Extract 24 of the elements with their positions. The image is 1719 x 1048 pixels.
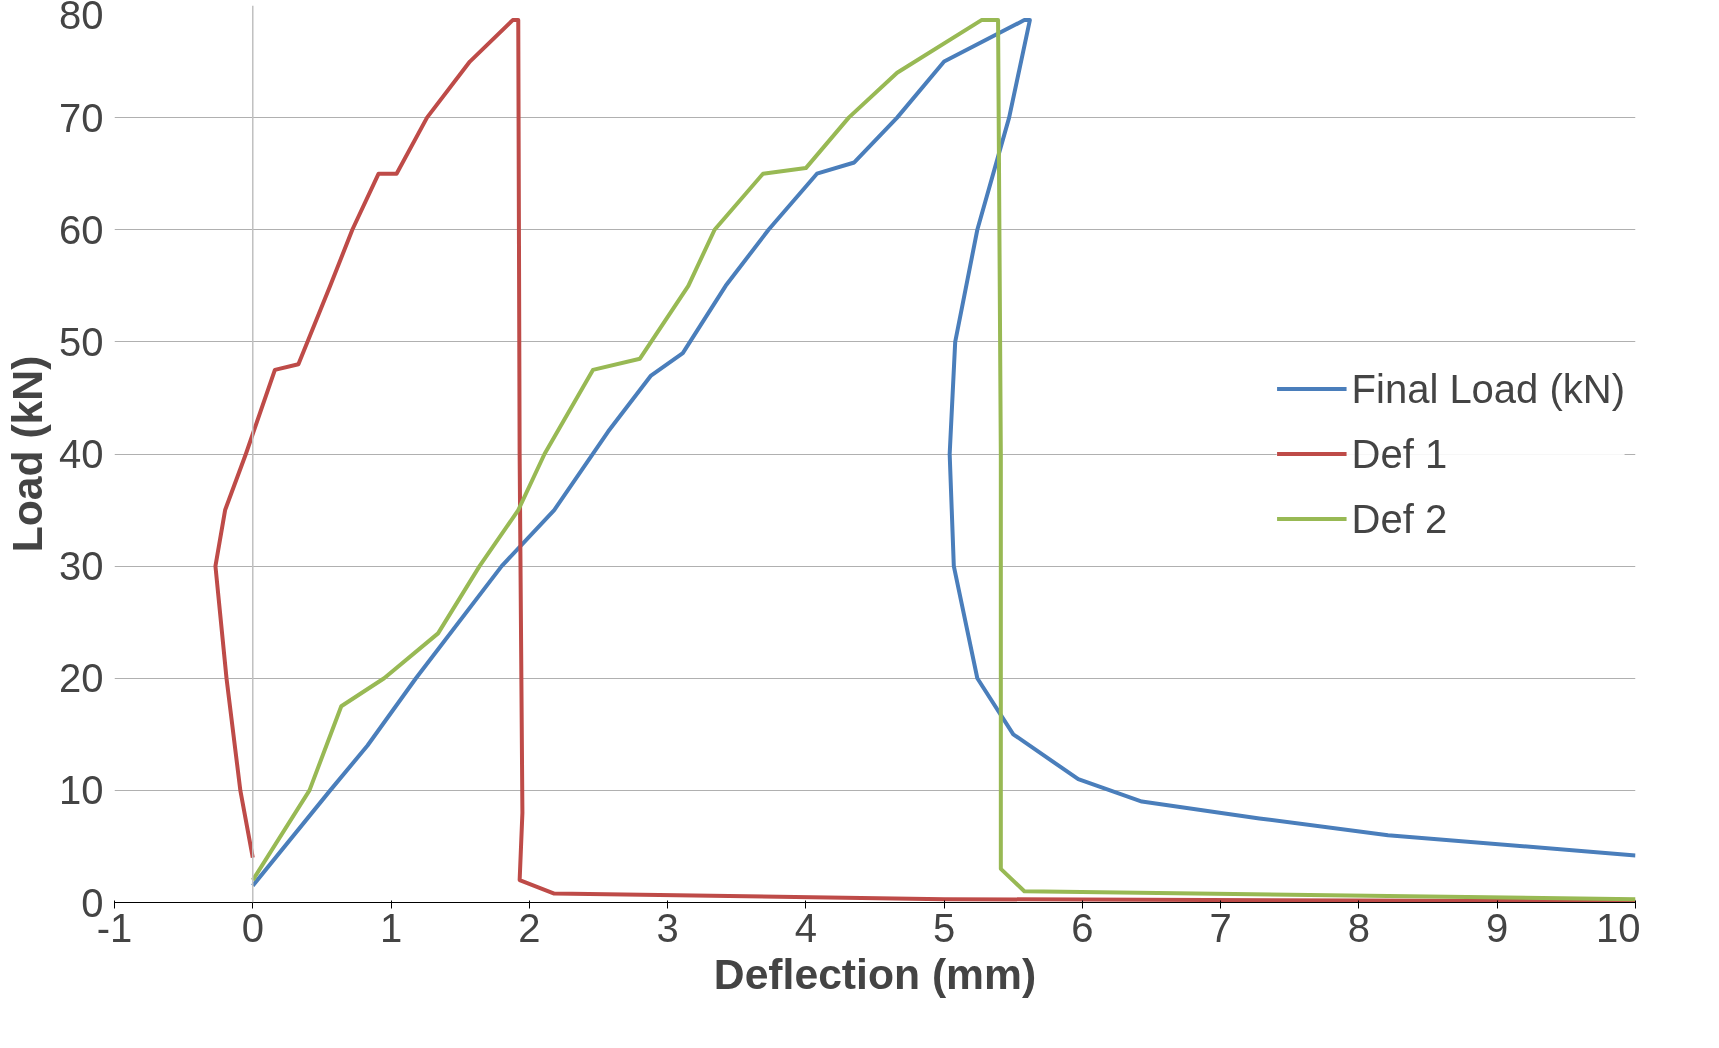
y-tick-label: 50: [59, 319, 104, 364]
y-axis-title: Load (kN): [3, 355, 52, 553]
legend-label: Def 1: [1351, 431, 1448, 476]
y-tick-label: 30: [59, 544, 104, 589]
y-tick-label: 70: [59, 95, 104, 140]
y-tick-label: 40: [59, 432, 104, 476]
legend-label: Final Load (kN): [1351, 366, 1625, 411]
x-tick-label: 1: [379, 905, 403, 950]
y-tick-label: 10: [59, 768, 104, 813]
x-tick-label: 8: [1347, 905, 1371, 950]
x-tick-label: 6: [1071, 905, 1094, 950]
x-tick-label: 0: [241, 905, 264, 950]
x-tick-label: 7: [1209, 905, 1232, 950]
x-tick-label: 2: [518, 905, 541, 950]
x-tick-label: 5: [933, 905, 956, 950]
x-tick-label: 3: [656, 905, 679, 950]
x-axis-title: Deflection (mm): [713, 949, 1037, 998]
y-tick-label: 60: [59, 207, 104, 252]
y-tick-label: 20: [59, 656, 104, 701]
x-tick-label: 10: [1596, 905, 1641, 950]
y-tick-label: 80: [59, 0, 104, 37]
x-tick-label: 9: [1486, 905, 1509, 950]
x-tick-label: 4: [794, 905, 817, 950]
legend-label: Def 2: [1351, 496, 1448, 541]
